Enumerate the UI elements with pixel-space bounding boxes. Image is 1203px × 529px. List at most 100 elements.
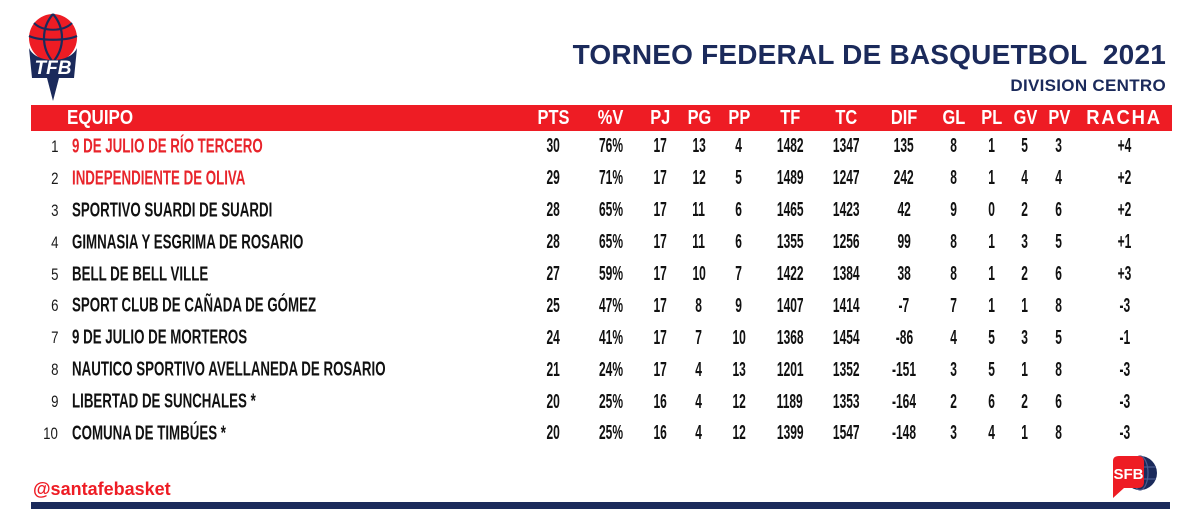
stat-pl: 0: [988, 198, 996, 222]
stat-dif: -148: [891, 422, 917, 445]
stat-racha: -3: [1119, 390, 1130, 413]
stat-racha: -3: [1119, 358, 1130, 381]
stat-tf: 1201: [776, 358, 804, 381]
stat-pg: 10: [692, 262, 706, 286]
standings-table: EQUIPO PTS %V PJ PG PP TF TC DIF GL PL GV PV RACHA 1…: [31, 105, 1172, 450]
stat-pj: 17: [653, 167, 667, 190]
stat-pctv: 65%: [598, 198, 624, 222]
rank: 9: [50, 392, 58, 412]
stat-pctv: 59%: [598, 262, 624, 286]
stat-pts: 20: [546, 422, 560, 445]
stat-pts: 29: [546, 167, 560, 190]
stat-tc: 1353: [832, 390, 860, 413]
stat-pg: 8: [695, 294, 703, 318]
stat-dif: -86: [895, 326, 913, 349]
team-name: COMUNA DE TIMBÚES *: [72, 422, 226, 445]
stat-gv: 1: [1021, 358, 1029, 381]
stat-pts: 25: [546, 294, 560, 318]
stat-racha: +1: [1117, 230, 1132, 254]
stat-gl: 2: [950, 390, 958, 413]
stat-pv: 6: [1055, 198, 1063, 222]
stat-pj: 17: [653, 294, 667, 318]
stat-gl: 3: [950, 422, 958, 445]
table-row: 8 NAUTICO SPORTIVO AVELLANEDA DE ROSARIO…: [31, 354, 1172, 386]
stat-racha: +4: [1117, 135, 1132, 158]
stat-racha: -3: [1119, 294, 1130, 318]
stat-pv: 8: [1055, 294, 1063, 318]
column-header-pj: PJ: [649, 106, 671, 129]
stat-pp: 6: [735, 198, 743, 222]
rank: 5: [50, 264, 58, 284]
rank: 10: [43, 423, 58, 443]
stat-racha: +3: [1117, 262, 1132, 286]
column-header-pl: PL: [981, 106, 1003, 129]
table-header: EQUIPO PTS %V PJ PG PP TF TC DIF GL PL GV PV RACHA: [31, 105, 1172, 131]
stat-dif: 135: [893, 135, 915, 158]
column-header-equipo: EQUIPO: [67, 106, 134, 129]
stat-gl: 8: [950, 167, 958, 190]
stat-gv: 1: [1021, 294, 1029, 318]
stat-pts: 28: [546, 198, 560, 222]
stat-pctv: 41%: [598, 326, 624, 349]
team-name: 9 DE JULIO DE MORTEROS: [72, 326, 248, 350]
rank: 8: [50, 360, 58, 380]
rank: 2: [50, 168, 58, 188]
stat-tc: 1256: [832, 230, 860, 254]
stat-pp: 12: [732, 422, 746, 445]
stat-dif: 242: [893, 167, 915, 190]
stat-gl: 3: [950, 358, 958, 381]
stat-pl: 1: [988, 167, 996, 190]
stat-racha: +2: [1117, 167, 1132, 190]
stat-pl: 6: [988, 390, 996, 413]
stat-dif: -7: [898, 294, 910, 318]
stat-tf: 1482: [776, 135, 804, 158]
stat-pv: 6: [1055, 262, 1063, 286]
stat-pts: 30: [546, 135, 560, 158]
basketball-icon: [28, 13, 78, 63]
table-row: 4 GIMNASIA Y ESGRIMA DE ROSARIO 28 65% 17 1…: [31, 227, 1172, 259]
stat-gl: 4: [950, 326, 958, 349]
stat-tc: 1423: [832, 198, 860, 222]
stat-pts: 24: [546, 326, 560, 349]
table-row: 3 SPORTIVO SUARDI DE SUARDI 28 65% 17 11 6 14…: [31, 195, 1172, 227]
sfb-bubble: [1113, 456, 1144, 498]
tfb-logo-base: [29, 48, 77, 78]
stat-pp: 12: [732, 390, 746, 413]
stat-tf: 1399: [776, 422, 804, 445]
stat-pp: 10: [732, 326, 746, 349]
stat-pctv: 47%: [598, 294, 624, 318]
column-header-pp: PP: [728, 106, 750, 129]
column-header-pg: PG: [687, 106, 711, 129]
stat-pj: 17: [653, 262, 667, 286]
stat-dif: -151: [891, 358, 917, 381]
rank: 3: [50, 200, 58, 220]
stat-tc: 1347: [832, 135, 860, 158]
stat-pj: 16: [653, 422, 667, 445]
stat-gl: 8: [950, 135, 958, 158]
stat-pj: 17: [653, 230, 667, 254]
stat-dif: 99: [897, 230, 911, 254]
stat-gv: 1: [1021, 422, 1029, 445]
stat-gl: 9: [950, 198, 958, 222]
stat-pts: 27: [546, 262, 560, 286]
page-subtitle: DIVISION CENTRO: [1010, 76, 1166, 95]
stat-racha: -1: [1119, 326, 1130, 349]
stat-gv: 5: [1021, 135, 1029, 158]
team-name: SPORTIVO SUARDI DE SUARDI: [72, 198, 273, 222]
stat-pg: 4: [695, 390, 703, 413]
rank: 6: [50, 296, 58, 316]
stat-pg: 11: [692, 230, 706, 254]
stat-pctv: 76%: [598, 135, 624, 158]
bottom-divider: [31, 502, 1170, 509]
stat-gl: 8: [950, 262, 958, 286]
stat-dif: -164: [891, 390, 917, 413]
team-name: 9 DE JULIO DE RÍO TERCERO: [72, 135, 263, 158]
stat-pg: 4: [695, 422, 703, 445]
stat-pv: 8: [1055, 358, 1063, 381]
stat-pv: 5: [1055, 230, 1063, 254]
stat-pp: 4: [735, 135, 743, 158]
stat-racha: +2: [1117, 198, 1132, 222]
column-header-racha: RACHA: [1086, 106, 1163, 129]
stat-tc: 1352: [832, 358, 860, 381]
stat-pj: 17: [653, 198, 667, 222]
